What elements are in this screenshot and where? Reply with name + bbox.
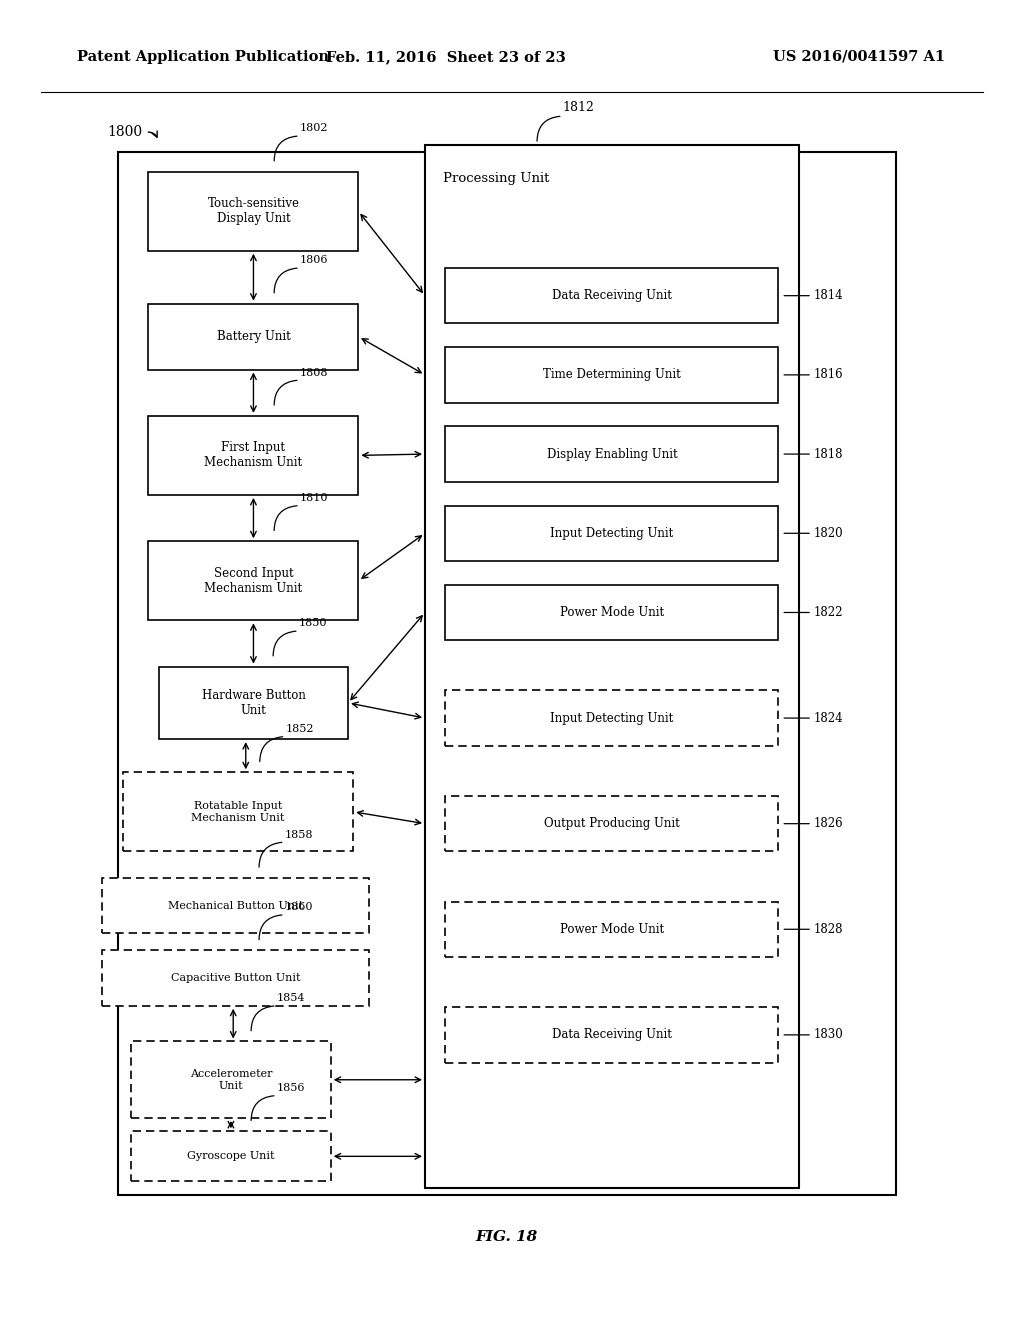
Text: 1800: 1800 — [108, 125, 142, 139]
Text: Power Mode Unit: Power Mode Unit — [560, 923, 664, 936]
Text: Power Mode Unit: Power Mode Unit — [560, 606, 664, 619]
Text: Touch-sensitive
Display Unit: Touch-sensitive Display Unit — [208, 197, 299, 226]
Bar — [159, 667, 348, 739]
Text: 1810: 1810 — [300, 492, 329, 503]
Bar — [148, 304, 358, 370]
Text: 1856: 1856 — [276, 1082, 305, 1093]
Text: Hardware Button
Unit: Hardware Button Unit — [202, 689, 305, 717]
Bar — [131, 1041, 331, 1118]
Bar — [123, 772, 353, 851]
Text: Accelerometer
Unit: Accelerometer Unit — [189, 1069, 272, 1090]
Text: Feb. 11, 2016  Sheet 23 of 23: Feb. 11, 2016 Sheet 23 of 23 — [326, 50, 565, 63]
Text: Data Receiving Unit: Data Receiving Unit — [552, 1028, 672, 1041]
Text: Battery Unit: Battery Unit — [216, 330, 291, 343]
Text: Time Determining Unit: Time Determining Unit — [543, 368, 681, 381]
Bar — [445, 426, 778, 482]
Bar — [445, 268, 778, 323]
Text: 1808: 1808 — [300, 367, 329, 378]
Text: Processing Unit: Processing Unit — [443, 172, 550, 185]
Text: 1816: 1816 — [814, 368, 844, 381]
Bar — [445, 1007, 778, 1063]
Text: Mechanical Button Unit: Mechanical Button Unit — [168, 900, 303, 911]
Bar — [445, 796, 778, 851]
Text: Patent Application Publication: Patent Application Publication — [77, 50, 329, 63]
Text: 1830: 1830 — [814, 1028, 844, 1041]
Bar — [445, 347, 778, 403]
Text: FIG. 18: FIG. 18 — [476, 1230, 538, 1243]
Text: 1860: 1860 — [285, 902, 313, 912]
Bar — [148, 172, 358, 251]
Bar — [102, 878, 369, 933]
Text: Output Producing Unit: Output Producing Unit — [544, 817, 680, 830]
Text: 1812: 1812 — [563, 100, 595, 114]
Text: 1850: 1850 — [299, 618, 328, 628]
Text: First Input
Mechanism Unit: First Input Mechanism Unit — [205, 441, 302, 470]
Bar — [445, 585, 778, 640]
Text: 1858: 1858 — [285, 829, 313, 840]
Bar — [148, 416, 358, 495]
Text: Capacitive Button Unit: Capacitive Button Unit — [171, 973, 300, 983]
Text: Rotatable Input
Mechanism Unit: Rotatable Input Mechanism Unit — [191, 801, 285, 822]
Text: Input Detecting Unit: Input Detecting Unit — [550, 711, 674, 725]
Bar — [131, 1131, 331, 1181]
Text: 1818: 1818 — [814, 447, 844, 461]
Text: 1826: 1826 — [814, 817, 844, 830]
Bar — [445, 690, 778, 746]
Text: 1814: 1814 — [814, 289, 844, 302]
Text: Second Input
Mechanism Unit: Second Input Mechanism Unit — [205, 566, 302, 595]
Bar — [445, 506, 778, 561]
Text: 1822: 1822 — [814, 606, 844, 619]
Text: 1820: 1820 — [814, 527, 844, 540]
Bar — [425, 145, 799, 1188]
Text: 1854: 1854 — [276, 993, 305, 1003]
Text: 1852: 1852 — [286, 723, 314, 734]
Text: Display Enabling Unit: Display Enabling Unit — [547, 447, 677, 461]
Text: 1828: 1828 — [814, 923, 844, 936]
Bar — [102, 950, 369, 1006]
Text: Data Receiving Unit: Data Receiving Unit — [552, 289, 672, 302]
Text: 1802: 1802 — [300, 123, 329, 133]
Text: US 2016/0041597 A1: US 2016/0041597 A1 — [773, 50, 945, 63]
Bar — [118, 152, 896, 1195]
Text: Input Detecting Unit: Input Detecting Unit — [550, 527, 674, 540]
Text: 1806: 1806 — [300, 255, 329, 265]
Text: Gyroscope Unit: Gyroscope Unit — [187, 1151, 274, 1162]
Text: 1824: 1824 — [814, 711, 844, 725]
Bar — [445, 902, 778, 957]
Bar — [148, 541, 358, 620]
